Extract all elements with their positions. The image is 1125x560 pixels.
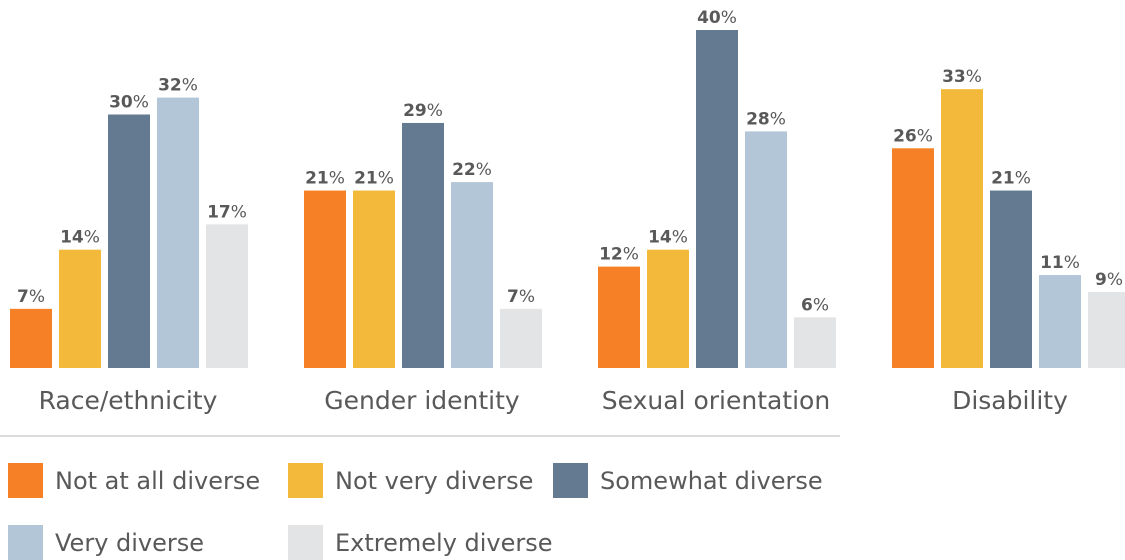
data-label: 26% xyxy=(893,126,933,146)
category-label: Sexual orientation xyxy=(602,386,830,415)
legend-label: Somewhat diverse xyxy=(600,466,823,495)
data-label: 22% xyxy=(452,160,492,180)
bar xyxy=(892,148,934,368)
data-label: 21% xyxy=(305,169,345,189)
legend-item-somewhat-diverse: Somewhat diverse xyxy=(553,463,823,498)
category-label: Gender identity xyxy=(324,386,520,415)
legend-swatch xyxy=(8,463,43,498)
data-label: 14% xyxy=(60,228,100,248)
legend-swatch xyxy=(8,525,43,560)
legend-swatch xyxy=(553,463,588,498)
bar xyxy=(206,224,248,368)
bar xyxy=(1039,275,1081,368)
category-label: Disability xyxy=(952,386,1068,415)
bar xyxy=(647,249,689,368)
data-label: 30% xyxy=(109,93,149,113)
legend-label: Extremely diverse xyxy=(335,528,553,557)
bar xyxy=(598,266,640,368)
data-label: 12% xyxy=(599,245,639,265)
legend-label: Very diverse xyxy=(55,528,205,557)
bar xyxy=(745,131,787,368)
legend-item-not-very-diverse: Not very diverse xyxy=(288,463,533,498)
bar xyxy=(157,97,199,368)
data-label: 21% xyxy=(991,169,1031,189)
data-label: 28% xyxy=(746,109,786,129)
legend-label: Not very diverse xyxy=(335,466,534,495)
bar xyxy=(1088,291,1125,368)
data-label: 21% xyxy=(354,169,394,189)
data-label: 14% xyxy=(648,228,688,248)
legend-item-not-at-all-diverse: Not at all diverse xyxy=(8,463,260,498)
bar xyxy=(304,190,346,368)
legend-swatch xyxy=(288,525,323,560)
bar xyxy=(108,114,150,368)
legend-item-very-diverse: Very diverse xyxy=(8,525,204,560)
legend: Not at all diverse Not very diverse Some… xyxy=(0,455,860,560)
bar xyxy=(10,308,52,368)
bar xyxy=(353,190,395,368)
legend-label: Not at all diverse xyxy=(55,466,261,495)
data-label: 6% xyxy=(801,295,829,315)
data-label: 11% xyxy=(1040,253,1080,273)
bar xyxy=(59,249,101,368)
bar xyxy=(941,89,983,369)
legend-item-extremely-diverse: Extremely diverse xyxy=(288,525,553,560)
bar xyxy=(451,182,493,368)
category-label: Race/ethnicity xyxy=(39,386,218,415)
data-label: 33% xyxy=(942,67,982,87)
bar xyxy=(696,30,738,368)
legend-swatch xyxy=(288,463,323,498)
data-label: 9% xyxy=(1095,270,1123,290)
data-label: 7% xyxy=(507,287,535,307)
data-label: 29% xyxy=(403,101,443,121)
data-label: 32% xyxy=(158,76,198,96)
bar xyxy=(402,122,444,368)
bar xyxy=(990,190,1032,368)
data-label: 7% xyxy=(17,287,45,307)
data-label: 40% xyxy=(697,8,737,28)
chart-plot: 7% 14% 30% 32% 17% Race/ethnicity 21% 21% 29% 22%… xyxy=(0,8,1125,437)
bar xyxy=(500,308,542,368)
data-label: 17% xyxy=(207,202,247,222)
bar xyxy=(794,317,836,368)
